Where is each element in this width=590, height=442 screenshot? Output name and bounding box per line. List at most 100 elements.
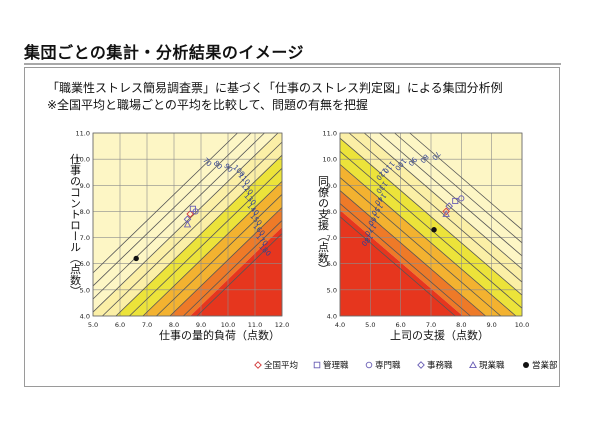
contour-line-130 <box>129 168 283 317</box>
x-tick-label: 8.0 <box>456 321 466 329</box>
y-tick-label: 4.0 <box>80 313 90 321</box>
legend-marker <box>254 361 262 369</box>
y-axis-title: 仕事のコントロール（点数） <box>69 153 82 296</box>
y-tick-label: 4.0 <box>327 313 337 321</box>
contour-line-140 <box>339 164 517 317</box>
data-point <box>183 220 192 228</box>
risk-band-1 <box>93 133 282 316</box>
data-point <box>192 208 199 215</box>
contour-line-80 <box>92 132 252 287</box>
contour-line-170 <box>339 203 471 317</box>
legend-marker <box>313 361 321 369</box>
y-tick-label: 7.0 <box>80 234 90 242</box>
y-tick-label: 9.0 <box>80 182 90 190</box>
y-tick-label: 5.0 <box>327 286 337 294</box>
data-point <box>442 207 451 216</box>
y-tick-label: 8.0 <box>327 208 337 216</box>
y-tick-label: 9.0 <box>327 182 337 190</box>
x-tick-label: 5.0 <box>88 321 98 329</box>
legend-label: 事務職 <box>427 360 453 371</box>
x-tick-label: 4.0 <box>335 321 345 329</box>
contour-line-140 <box>142 181 283 317</box>
contour-label-90: 90 <box>222 162 234 174</box>
y-axis-title: 同僚の支援（点数） <box>317 176 330 275</box>
contour-label-80: 80 <box>418 152 430 164</box>
x-tick-label: 7.0 <box>142 321 152 329</box>
y-tick-label: 11.0 <box>76 130 90 138</box>
x-tick-label: 6.0 <box>395 321 405 329</box>
x-tick-label: 9.0 <box>486 321 496 329</box>
x-tick-label: 9.0 <box>196 321 206 329</box>
x-axis-title: 仕事の量的負荷（点数） <box>159 328 280 342</box>
contour-line-70 <box>409 132 523 231</box>
workload-control-chart: 5.0 6.0 7.0 8.0 9.0 10.0 11.0 12.04.05.06.07.08… <box>69 130 290 343</box>
contour-line-180 <box>196 233 283 317</box>
contour-line-180 <box>339 216 456 317</box>
y-tick-label: 10.0 <box>76 156 90 164</box>
y-tick-label: 5.0 <box>80 286 90 294</box>
legend-marker <box>523 362 529 368</box>
contour-line-90 <box>92 132 265 300</box>
contour-line-80 <box>394 132 523 244</box>
contour-line-110 <box>102 141 283 317</box>
support-chart: 4.0 5.0 6.0 7.0 8.0 9.0 10.0 4.0 5.0 6.0 7.0 8.0 9.0… <box>317 130 530 343</box>
description-line-1: 「職業性ストレス簡易調査票」に基づく「仕事のストレス判定図」による集団分析例 <box>47 81 503 95</box>
contour-line-150 <box>156 194 283 317</box>
contour-line-120 <box>339 137 523 296</box>
x-tick-label: 6.0 <box>115 321 125 329</box>
data-point <box>431 227 437 233</box>
contour-line-160 <box>339 190 486 317</box>
contour-label-90: 90 <box>406 155 418 167</box>
description-line-2: ※全国平均と職場ごとの平均を比較して、問題の有無を把握 <box>47 98 368 112</box>
risk-band-5 <box>340 210 463 316</box>
contour-line-100 <box>92 132 279 313</box>
plot-frame <box>92 132 283 317</box>
x-tick-label: 5.0 <box>365 321 375 329</box>
data-point <box>452 197 459 205</box>
legend-marker <box>417 361 425 369</box>
y-tick-label: 11.0 <box>323 130 337 138</box>
legend-marker <box>365 361 373 369</box>
data-point <box>458 195 465 202</box>
data-point <box>445 202 454 211</box>
y-tick-label: 7.0 <box>327 234 337 242</box>
contour-label-70: 70 <box>201 156 213 168</box>
contour-line-70 <box>92 132 238 274</box>
legend-marker <box>469 361 477 369</box>
y-tick-label: 10.0 <box>323 156 337 164</box>
x-tick-label: 10.0 <box>515 321 529 329</box>
y-tick-label: 6.0 <box>327 260 337 268</box>
plot-frame <box>339 132 523 317</box>
x-axis-title: 上司の支援（点数） <box>390 328 489 342</box>
x-tick-label: 8.0 <box>169 321 179 329</box>
x-tick-label: 12.0 <box>275 321 289 329</box>
legend-label: 専門職 <box>375 360 401 371</box>
data-point <box>186 210 195 218</box>
contour-line-170 <box>183 220 283 317</box>
y-tick-label: 6.0 <box>80 260 90 268</box>
chart-legend: 全国平均 管理職 専門職 事務職 現業職 営業部 <box>254 360 558 371</box>
x-tick-label: 7.0 <box>426 321 436 329</box>
data-point <box>133 255 139 262</box>
title-divider <box>24 63 561 65</box>
data-point <box>183 215 192 224</box>
contour-label-80: 80 <box>212 159 224 171</box>
legend-label: 現業職 <box>479 360 505 371</box>
data-point <box>442 210 450 217</box>
legend-label: 全国平均 <box>264 360 298 371</box>
contour-line-120 <box>115 154 283 317</box>
x-tick-label: 10.0 <box>221 321 235 329</box>
contour-line-90 <box>379 132 523 257</box>
legend-label: 営業部 <box>532 360 558 371</box>
contour-line-150 <box>339 177 502 317</box>
page-title: 集団ごとの集計・分析結果のイメージ <box>24 43 305 62</box>
risk-band-5 <box>190 227 282 316</box>
contour-label-70: 70 <box>430 150 442 162</box>
y-tick-label: 8.0 <box>80 208 90 216</box>
contour-line-110 <box>348 132 523 283</box>
contour-line-100 <box>364 132 523 270</box>
x-tick-label: 11.0 <box>248 321 262 329</box>
legend-label: 管理職 <box>323 360 349 371</box>
contour-line-160 <box>169 207 283 317</box>
